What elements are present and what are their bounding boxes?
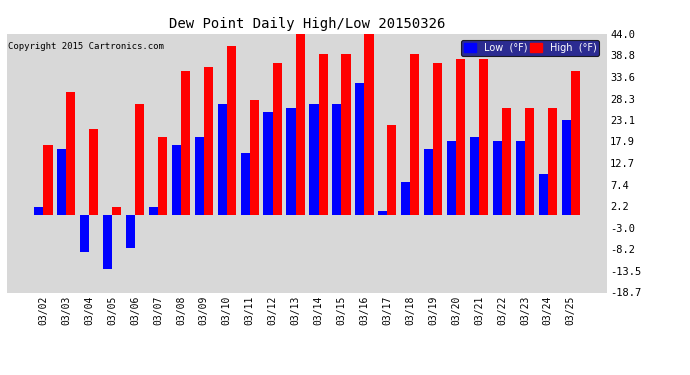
Bar <box>227 46 236 215</box>
Bar <box>126 215 135 248</box>
Bar <box>364 34 373 215</box>
Bar <box>470 137 479 215</box>
Bar <box>241 153 250 215</box>
Bar <box>319 54 328 215</box>
Bar <box>411 54 420 215</box>
Bar <box>57 149 66 215</box>
Bar <box>493 141 502 215</box>
Bar <box>571 71 580 215</box>
Bar <box>447 141 456 215</box>
Bar <box>502 108 511 215</box>
Bar <box>172 145 181 215</box>
Bar <box>217 104 227 215</box>
Bar <box>103 215 112 269</box>
Bar <box>401 182 411 215</box>
Bar <box>355 83 364 215</box>
Bar <box>295 34 305 215</box>
Bar <box>195 137 204 215</box>
Bar <box>378 211 387 215</box>
Bar <box>286 108 295 215</box>
Bar <box>515 141 525 215</box>
Bar <box>333 104 342 215</box>
Bar <box>204 67 213 215</box>
Bar <box>456 58 465 215</box>
Bar <box>181 71 190 215</box>
Bar <box>342 54 351 215</box>
Bar <box>525 108 534 215</box>
Bar <box>158 137 167 215</box>
Bar <box>43 145 52 215</box>
Bar <box>548 108 557 215</box>
Bar <box>433 63 442 215</box>
Bar <box>539 174 548 215</box>
Bar <box>80 215 89 252</box>
Bar <box>34 207 43 215</box>
Bar <box>89 129 99 215</box>
Bar <box>66 92 75 215</box>
Bar <box>387 124 397 215</box>
Bar <box>250 100 259 215</box>
Bar <box>309 104 319 215</box>
Bar <box>149 207 158 215</box>
Bar <box>135 104 144 215</box>
Text: Copyright 2015 Cartronics.com: Copyright 2015 Cartronics.com <box>8 42 164 51</box>
Bar <box>112 207 121 215</box>
Bar <box>479 58 489 215</box>
Bar <box>264 112 273 215</box>
Bar <box>562 120 571 215</box>
Legend: Low  (°F), High  (°F): Low (°F), High (°F) <box>462 40 600 56</box>
Bar <box>424 149 433 215</box>
Bar <box>273 63 282 215</box>
Title: Dew Point Daily High/Low 20150326: Dew Point Daily High/Low 20150326 <box>169 17 445 31</box>
